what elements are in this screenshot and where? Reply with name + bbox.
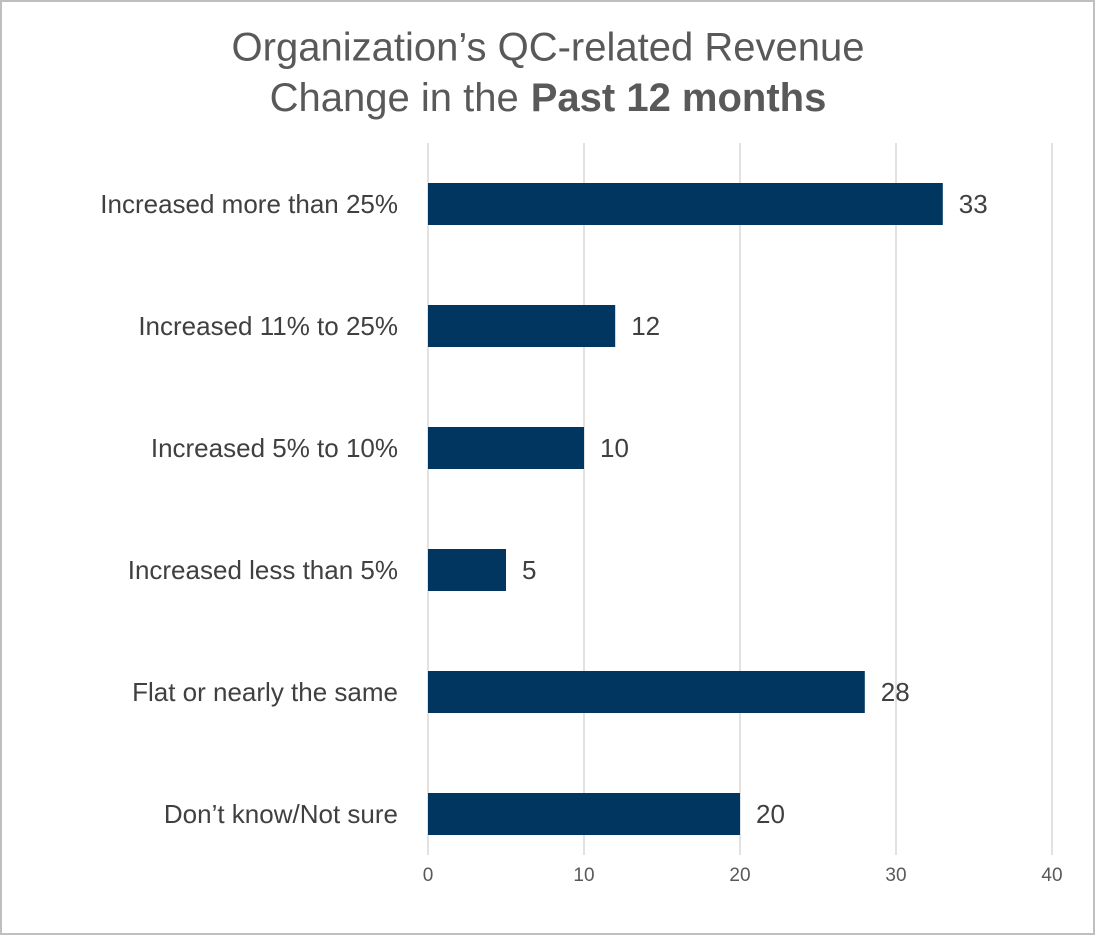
title-part: Change in the	[270, 76, 519, 120]
x-tick-label: 20	[729, 865, 750, 886]
y-tick-label: Don’t know/Not sure	[164, 799, 398, 829]
y-tick-label: Flat or nearly the same	[132, 677, 398, 707]
x-tick-label: 40	[1041, 865, 1062, 886]
bar	[428, 305, 616, 347]
x-tick-label: 30	[885, 865, 906, 886]
chart-title: Change in the Past 12 months	[270, 76, 827, 120]
value-label: 5	[522, 555, 536, 585]
y-tick-label: Increased more than 25%	[100, 189, 398, 219]
value-label: 20	[756, 799, 785, 829]
y-tick-label: Increased 11% to 25%	[138, 311, 398, 341]
value-label: 33	[959, 189, 988, 219]
x-tick-label: 0	[423, 865, 434, 886]
x-tick-label: 10	[573, 865, 594, 886]
chart-title: Organization’s QC-related Revenue	[232, 26, 865, 70]
value-label: 28	[881, 677, 910, 707]
bar	[428, 549, 506, 591]
y-tick-label: Increased 5% to 10%	[151, 433, 398, 463]
value-label: 12	[631, 311, 660, 341]
title-emphasis: Past 12 months	[531, 76, 827, 120]
value-label: 10	[600, 433, 629, 463]
bar	[428, 793, 740, 835]
bar	[428, 427, 584, 469]
bar	[428, 671, 865, 713]
bar	[428, 183, 943, 225]
y-tick-label: Increased less than 5%	[128, 555, 398, 585]
